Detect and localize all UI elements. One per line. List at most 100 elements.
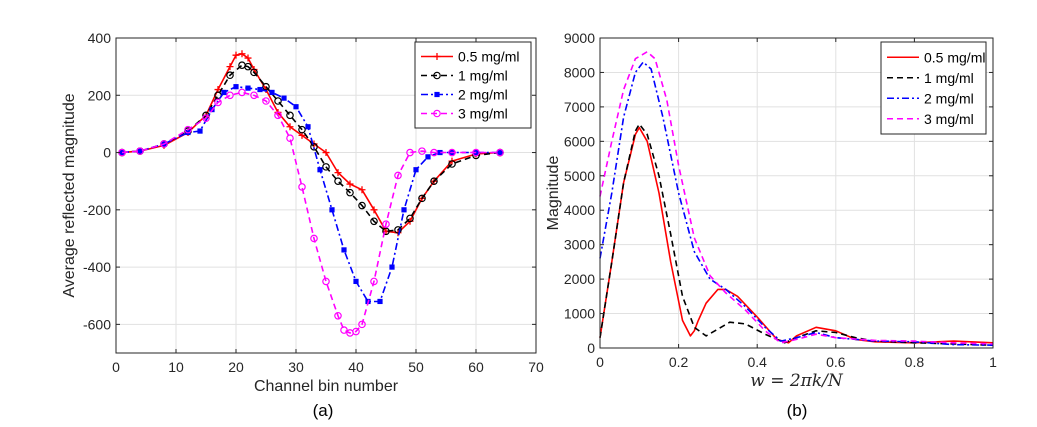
x-axis-label: w = 2πk/N [750,371,844,391]
y-tick-label: 400 [88,30,112,46]
data-point [298,183,306,191]
y-tick-label: 7000 [564,99,595,115]
data-point [136,147,144,155]
data-point [448,148,456,157]
legend-label: 2 mg/ml [924,90,974,106]
data-point [370,206,378,214]
data-point [437,149,443,156]
series-line [121,91,500,334]
data-point [334,311,342,320]
axes-box [115,37,537,354]
data-point [250,68,258,77]
data-point [238,88,246,97]
data-point [233,84,239,90]
x-tick-label: 50 [408,359,424,375]
data-point [322,277,330,286]
data-point [286,111,294,120]
data-point [370,277,378,286]
data-point [298,125,306,134]
series-3 [118,88,504,337]
legend-marker [433,53,441,60]
data-point [310,234,318,243]
x-tick-label: 40 [348,359,364,375]
y-tick-label: -600 [83,316,111,332]
data-point [448,160,456,168]
legend-marker [433,109,441,118]
data-point [269,89,275,96]
data-point [226,71,234,80]
data-point [250,91,258,100]
data-point [274,97,282,105]
data-point [274,111,282,120]
data-point [418,147,426,155]
legend-label: 1 mg/ml [924,70,974,86]
data-point [377,298,383,305]
data-point [329,207,335,213]
data-point [202,114,210,122]
data-point [305,124,311,130]
data-point [394,171,402,180]
data-point [425,154,431,160]
y-tick-label: 0 [103,145,111,161]
data-point [341,247,347,253]
data-point [262,97,270,105]
data-point [221,89,227,96]
y-tick-label: 8000 [564,64,595,80]
legend: 0.5 mg/ml 1 mg/ml 2 mg/ml 3 mg/ml [414,41,532,129]
y-tick-label: 200 [88,87,112,103]
series-line [599,61,994,346]
data-point [334,177,342,185]
legend-label: 0.5 mg/ml [924,49,985,65]
data-point [370,217,378,226]
y-tick-label: -200 [83,202,111,218]
y-tick-label: 2000 [564,271,595,287]
legend-label: 1 mg/ml [458,68,508,84]
series-line [599,123,994,346]
chart-a: 0 10 20 30 40 50 60 70 -600 -400 -200 0 200 400 Channe… [61,30,544,420]
data-point [358,201,366,210]
data-point [310,143,318,151]
legend-marker [433,71,441,80]
data-point [322,163,330,171]
x-tick-label: 0.8 [905,354,925,370]
legend: 0.5 mg/ml 1 mg/ml 2 mg/ml 3 mg/ml [880,41,987,135]
x-tick-label: 60 [468,359,484,375]
series-2 [599,61,994,346]
data-point [286,134,294,143]
x-tick-label: 0 [596,354,604,370]
data-point [346,180,354,188]
data-point [406,148,414,157]
figure-caption: (a) [313,401,334,420]
data-point [238,50,246,58]
data-point [226,63,234,71]
data-point [430,148,438,157]
data-point [286,123,294,131]
data-point [394,226,402,234]
series-line [121,85,500,303]
data-point [334,169,342,177]
y-axis-label: Magnitude [545,156,562,231]
legend-label: 0.5 mg/ml [458,49,519,65]
data-point [244,62,252,71]
data-point [184,125,192,134]
data-point [244,54,252,62]
x-tick-label: 0.6 [826,354,846,370]
data-point [257,86,263,93]
y-tick-label: -400 [83,259,111,275]
legend-label: 3 mg/ml [458,106,508,122]
x-tick-label: 0.2 [669,354,689,370]
data-point [382,227,390,236]
data-point [232,51,240,59]
data-point [496,148,504,157]
data-point [226,91,234,100]
data-point [401,207,407,213]
data-point [472,148,480,157]
data-point [293,104,299,110]
y-tick-label: 1000 [564,306,595,322]
y-tick-label: 3000 [564,237,595,253]
data-point [406,214,414,223]
data-point [353,278,359,285]
data-point [346,188,354,197]
axes-box [599,37,994,349]
